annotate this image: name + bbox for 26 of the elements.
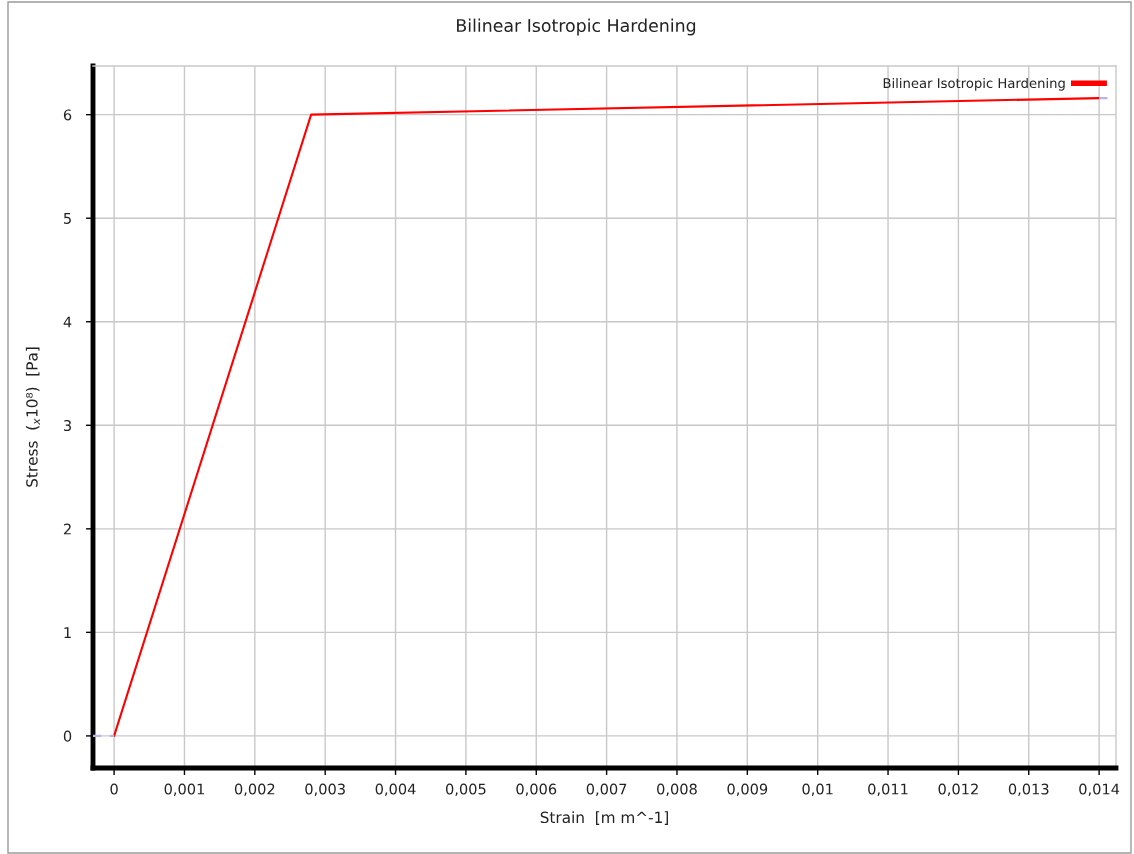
x-tick-label: 0,005 [445,783,486,797]
y-tick-label: 4 [63,316,72,328]
x-tick-label: 0,002 [234,783,275,797]
y-tick-label: 5 [64,213,71,224]
x-tick-label: 0,007 [586,783,627,797]
x-tick-label: 0,009 [727,783,768,797]
x-tick-label: 0,006 [516,783,557,797]
legend-label: Bilinear Isotropic Hardening [883,77,1065,91]
x-tick-label: 0,003 [305,783,345,797]
y-tick-label: 6 [63,109,72,121]
x-tick-label: 0,01 [802,783,833,797]
x-tick-label: 0,001 [164,783,204,797]
x-tick-label: 0,011 [868,783,908,797]
y-tick-label: 2 [63,523,71,535]
x-tick-label: 0,014 [1079,783,1120,797]
x-tick-label: 0,004 [375,783,416,797]
x-tick-label: 0,012 [938,783,978,797]
x-tick-label: 0,013 [1008,783,1049,797]
x-tick-label: 0 [110,783,118,795]
y-tick-label: 1 [64,627,71,638]
x-tick-label: 0,008 [657,783,697,797]
chart-title: Bilinear Isotropic Hardening [457,18,696,36]
x-axis-title: Strain [m m^-1] [540,811,668,825]
y-tick-label: 0 [63,730,72,742]
y-axis-title: Stress ($_{x}$10⁸) [Pa] [25,347,40,487]
y-tick-label: 3 [64,420,71,432]
